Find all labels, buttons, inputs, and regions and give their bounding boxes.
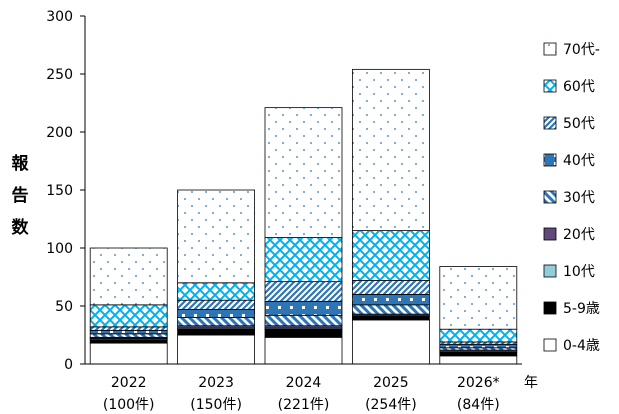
- bar-segment: [177, 334, 256, 365]
- bar-segment: [264, 281, 343, 302]
- bar-segment: [264, 107, 343, 238]
- legend-label: 60代: [563, 79, 595, 95]
- legend-swatch: [543, 264, 557, 278]
- y-tick-label: 250: [46, 67, 73, 83]
- y-tick-label: 0: [64, 357, 73, 373]
- bar-segment: [89, 339, 168, 344]
- x-category-count-label: (254件): [365, 397, 417, 413]
- legend-label: 70代-: [563, 42, 600, 58]
- y-tick-label: 100: [46, 241, 73, 257]
- x-axis: 2022 (100件) 2023 (150件) 2024 (221件) 2025 (254件)…: [85, 363, 538, 413]
- bars: [89, 68, 518, 365]
- x-category-label: 2026*: [457, 375, 500, 391]
- bar-segment: [264, 314, 343, 327]
- legend-swatch: [543, 79, 557, 93]
- y-axis-title-char: 数: [12, 217, 30, 238]
- x-category-label: 2022: [111, 375, 147, 391]
- bar-segment: [439, 328, 518, 343]
- bar-segment: [351, 316, 430, 321]
- bar-segment: [177, 328, 256, 336]
- y-axis-title: 報告数: [12, 153, 30, 238]
- legend-label: 50代: [563, 116, 595, 132]
- bar-segment: [264, 328, 343, 338]
- bar-segment: [177, 317, 256, 327]
- legend-label: 30代: [563, 190, 595, 206]
- bar-segment: [351, 304, 430, 315]
- x-category-label: 2024: [286, 375, 322, 391]
- bar-segment: [439, 351, 518, 357]
- x-category-count-label: (100件): [103, 397, 155, 413]
- y-axis: 0 50 100 150 200 250 300: [46, 9, 86, 373]
- y-axis-title-char: 報: [12, 153, 30, 174]
- legend-label: 40代: [563, 153, 595, 169]
- bar-segment: [439, 355, 518, 365]
- legend-label: 0-4歳: [563, 338, 600, 354]
- x-category-label: 2025: [373, 375, 409, 391]
- bar-segment: [264, 336, 343, 365]
- y-axis-title-char: 告: [12, 185, 29, 206]
- legend-swatch: [543, 42, 557, 56]
- legend-swatch: [543, 301, 557, 315]
- bar-segment: [439, 343, 518, 349]
- y-tick-label: 50: [55, 299, 73, 315]
- bar-segment: [351, 293, 430, 306]
- legend-swatch: [543, 338, 557, 352]
- bar-segment: [439, 266, 518, 330]
- bar-segment: [351, 230, 430, 281]
- bar-segment: [89, 247, 168, 306]
- x-category-label: 2023: [198, 375, 234, 391]
- x-axis-title: 年: [524, 375, 538, 391]
- legend-label: 10代: [563, 264, 595, 280]
- bar-segment: [351, 280, 430, 295]
- legend-label: 20代: [563, 227, 595, 243]
- legend-label: 5-9歳: [563, 301, 600, 317]
- y-tick-label: 150: [46, 183, 73, 199]
- legend-swatch: [543, 153, 557, 167]
- x-category-count-label: (84件): [457, 397, 500, 413]
- legend-swatch: [543, 190, 557, 204]
- bar-segment: [177, 299, 256, 310]
- y-tick-label: 200: [46, 125, 73, 141]
- x-category-count-label: (221件): [278, 397, 330, 413]
- bar-segment: [351, 68, 430, 232]
- bar-segment: [89, 329, 168, 335]
- legend: 70代- 60代 50代 40代 30代 20代 10代 5-9歳 0-4歳: [543, 42, 600, 354]
- bar-segment: [89, 333, 168, 338]
- y-tick-label: 300: [46, 9, 73, 25]
- legend-swatch: [543, 227, 557, 241]
- bar-segment: [264, 300, 343, 316]
- x-category-count-label: (150件): [190, 397, 242, 413]
- bar-segment: [177, 282, 256, 301]
- legend-swatch: [543, 116, 557, 130]
- bar-segment: [89, 304, 168, 328]
- bar-segment: [177, 309, 256, 319]
- bar-segment: [89, 326, 168, 331]
- bar-segment: [264, 237, 343, 283]
- bar-segment: [177, 189, 256, 284]
- bar-segment: [351, 319, 430, 365]
- bar-segment: [89, 342, 168, 365]
